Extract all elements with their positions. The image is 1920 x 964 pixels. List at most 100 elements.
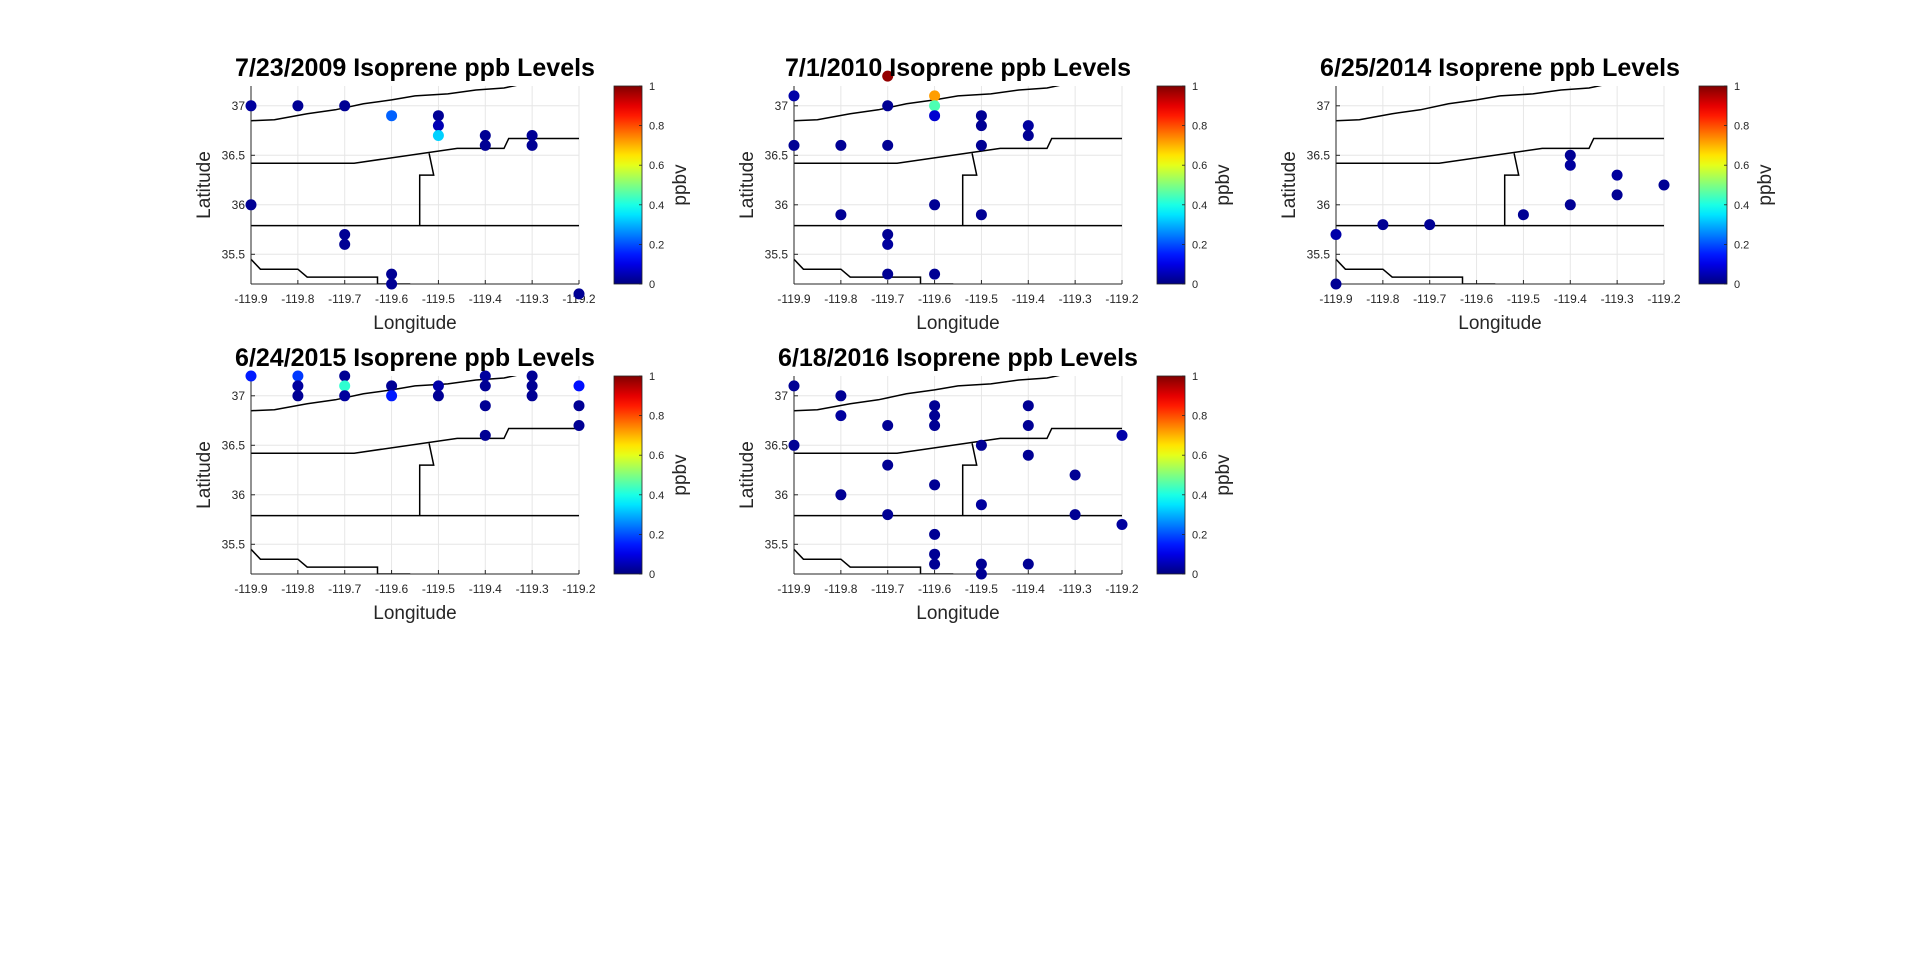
x-axis-label: Longitude <box>373 313 456 334</box>
data-point <box>1022 120 1034 132</box>
x-tick-label: -119.9 <box>777 582 810 596</box>
data-point <box>1022 558 1034 570</box>
x-tick-label: -119.8 <box>1366 292 1399 306</box>
x-axis-label: Longitude <box>1458 313 1541 334</box>
data-point <box>526 370 538 382</box>
y-tick-label: 37 <box>232 389 246 403</box>
y-tick-label: 36 <box>1317 198 1331 212</box>
colorbar-tick-label: 1 <box>1734 81 1740 93</box>
data-point <box>882 100 894 112</box>
data-point <box>386 380 398 392</box>
data-point <box>1564 149 1576 161</box>
boundary-line <box>794 427 1122 454</box>
colorbar-label: ppbv <box>670 454 691 496</box>
data-point <box>929 199 941 211</box>
x-tick-label: -119.6 <box>1460 292 1493 306</box>
data-point <box>339 380 351 392</box>
data-point <box>835 209 847 221</box>
data-point <box>245 100 257 112</box>
x-tick-label: -119.9 <box>234 582 267 596</box>
boundary-line <box>961 443 978 516</box>
colorbar-tick-label: 0.6 <box>649 450 664 462</box>
data-point <box>929 100 941 112</box>
x-tick-label: -119.3 <box>1059 292 1092 306</box>
map-boundaries <box>794 376 1122 574</box>
x-tick-label: -119.9 <box>1319 292 1352 306</box>
data-point <box>292 390 304 402</box>
data-point <box>975 209 987 221</box>
boundary-line <box>1336 137 1664 164</box>
colorbar-tick-label: 0.2 <box>1192 239 1207 251</box>
x-tick-label: -119.3 <box>516 292 549 306</box>
y-axis-label: Latitude <box>1279 151 1300 219</box>
x-tick-label: -119.6 <box>375 582 408 596</box>
x-tick-label: -119.4 <box>469 582 502 596</box>
y-tick-label: 37 <box>775 389 789 403</box>
data-point <box>975 439 987 451</box>
y-tick-label: 37 <box>232 99 246 113</box>
x-tick-label: -119.2 <box>1647 292 1680 306</box>
boundary-line <box>251 86 518 122</box>
data-point <box>573 400 585 412</box>
x-tick-label: -119.6 <box>918 582 951 596</box>
boundary-line <box>794 86 1061 122</box>
data-point <box>975 558 987 570</box>
data-point <box>573 288 585 300</box>
plot-area <box>251 86 579 284</box>
data-point <box>432 110 444 122</box>
boundary-line <box>1503 153 1520 226</box>
colorbar-tick-label: 0.4 <box>1192 200 1207 212</box>
data-point <box>526 139 538 151</box>
y-tick-label: 37 <box>775 99 789 113</box>
colorbar <box>1156 85 1186 285</box>
data-point <box>1022 130 1034 141</box>
y-tick-label: 36.5 <box>222 438 246 452</box>
colorbar-tick-label: 0.4 <box>649 200 664 212</box>
data-point <box>1022 449 1034 461</box>
colorbar-tick-label: 0.6 <box>1192 450 1207 462</box>
x-tick-label: -119.8 <box>824 582 857 596</box>
x-tick-label: -119.7 <box>871 582 904 596</box>
boundary-line <box>251 376 518 412</box>
y-axis-label: Latitude <box>737 441 758 509</box>
data-point <box>1330 278 1342 290</box>
data-point <box>386 390 398 402</box>
data-point <box>882 509 894 521</box>
data-point <box>975 110 987 122</box>
plot-area <box>794 86 1122 284</box>
colorbar-tick-label: 0.2 <box>1192 529 1207 541</box>
data-point <box>1022 420 1034 431</box>
data-point <box>929 558 941 570</box>
colorbar-label: ppbv <box>1213 454 1234 496</box>
x-tick-label: -119.5 <box>965 582 998 596</box>
colorbar-tick-label: 0.4 <box>649 490 664 502</box>
boundary-line <box>794 137 1122 164</box>
data-point <box>339 370 351 382</box>
x-tick-label: -119.9 <box>234 292 267 306</box>
data-point <box>339 238 351 250</box>
data-point <box>479 130 491 141</box>
x-tick-label: -119.5 <box>422 582 455 596</box>
data-point <box>339 229 351 240</box>
panel-3: -119.9 -119.8 -119.7 -119.6 -119.5 -119.4 -119… <box>1279 54 1776 334</box>
y-tick-label: 36 <box>232 488 246 502</box>
x-tick-label: -119.8 <box>824 292 857 306</box>
data-point <box>339 390 351 402</box>
x-axis-label: Longitude <box>916 603 999 624</box>
y-tick-label: 36.5 <box>765 148 789 162</box>
colorbar-tick-label: 0.8 <box>1192 121 1207 133</box>
chart-title: 7/1/2010 Isoprene ppb Levels <box>785 54 1131 82</box>
y-tick-label: 36.5 <box>765 438 789 452</box>
data-point <box>882 268 894 280</box>
x-tick-label: -119.5 <box>422 292 455 306</box>
data-point <box>1658 179 1670 191</box>
map-boundaries <box>1336 86 1664 284</box>
data-point <box>1564 199 1576 211</box>
data-point <box>339 100 351 112</box>
colorbar-tick-label: 0.6 <box>649 160 664 172</box>
y-tick-label: 35.5 <box>222 537 246 551</box>
data-point <box>835 489 847 501</box>
data-point <box>479 139 491 151</box>
map-boundaries <box>794 86 1122 284</box>
y-tick-label: 36 <box>775 198 789 212</box>
